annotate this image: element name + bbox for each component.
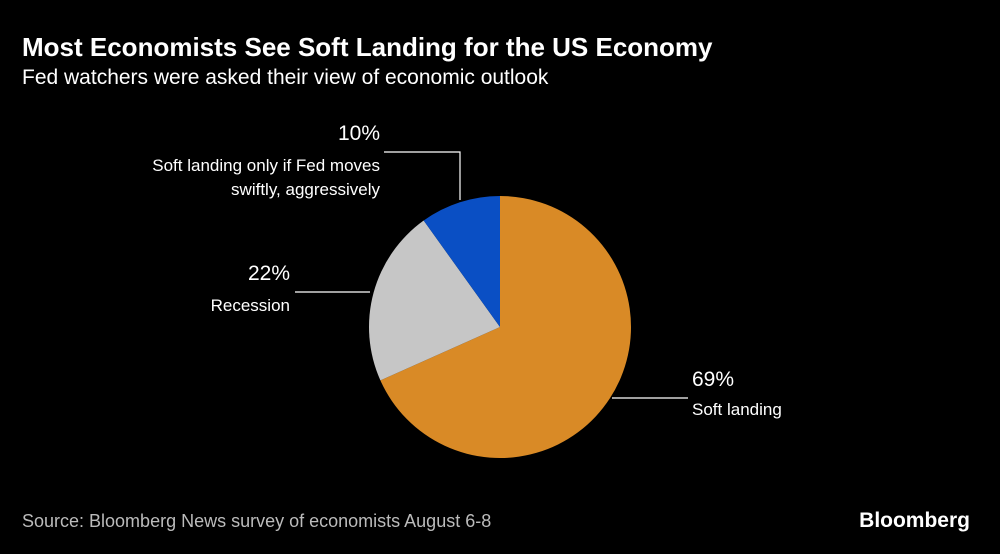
value-label: 10% xyxy=(337,122,380,145)
chart-title: Most Economists See Soft Landing for the… xyxy=(22,32,713,62)
chart-subtitle: Fed watchers were asked their view of ec… xyxy=(22,66,549,89)
leader-line xyxy=(384,151,461,200)
category-label: Soft landing xyxy=(692,400,782,419)
value-label: 22% xyxy=(247,262,290,285)
pie-slice xyxy=(423,196,500,327)
value-label: 69% xyxy=(692,368,735,391)
source: Source: Bloomberg News survey of economi… xyxy=(22,511,492,531)
pie-slice xyxy=(380,196,631,459)
pie-slice xyxy=(369,220,500,381)
category-label: Recession xyxy=(210,296,290,315)
brand: Bloomberg xyxy=(859,509,970,532)
category-label: Soft landing only if Fed moves swiftly, … xyxy=(152,156,380,199)
